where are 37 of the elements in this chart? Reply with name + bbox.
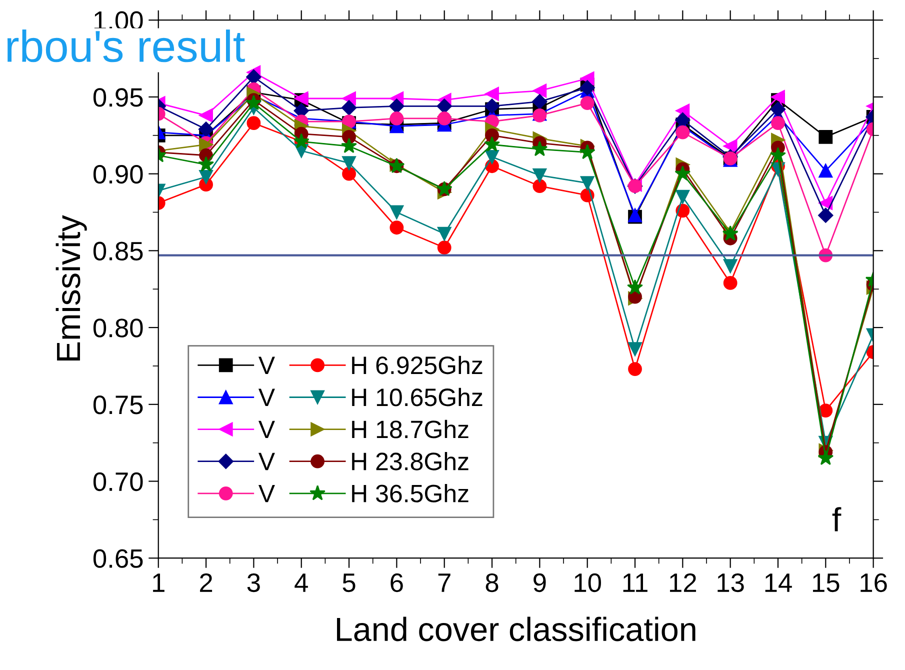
chart-title: rbou's result	[7, 30, 245, 62]
y-tick-label: 0.65	[93, 549, 143, 568]
y-tick-label: 0.75	[93, 396, 143, 414]
legend-label: H 6.925Ghz	[352, 356, 482, 374]
legend-label: H 36.5Ghz	[352, 484, 468, 502]
x-tick-label: 1	[153, 574, 164, 592]
x-tick-label: 5	[342, 574, 356, 592]
x-tick-label: 4	[294, 574, 308, 592]
legend-label: V	[258, 356, 275, 374]
y-tick-label: 0.95	[93, 88, 143, 107]
x-tick-label: 13	[718, 573, 744, 592]
x-tick-label: 15	[813, 574, 840, 592]
legend-label: V	[258, 452, 275, 470]
x-tick-label: 14	[765, 574, 792, 592]
y-tick-label: 0.90	[93, 164, 143, 184]
x-tick-label: 8	[486, 573, 498, 592]
x-tick-label: 10	[574, 573, 601, 592]
y-axis-title: Emissivity	[56, 215, 87, 360]
x-tick-label: 9	[534, 573, 546, 592]
legend-label: V	[258, 388, 275, 406]
x-tick-label: 2	[200, 573, 212, 592]
legend-label: H 18.7Ghz	[352, 420, 468, 438]
legend-label: H 10.65Ghz	[352, 388, 482, 406]
y-tick-label: 0.70	[93, 472, 143, 492]
x-axis-title: Land cover classification	[337, 616, 696, 642]
x-tick-label: 11	[623, 574, 648, 592]
y-tick-label: 0.80	[93, 318, 143, 338]
legend-label: V	[258, 420, 275, 438]
x-tick-label: 6	[390, 573, 403, 592]
x-tick-label: 3	[247, 573, 260, 592]
legend-label: V	[258, 484, 275, 502]
annotation: f	[832, 507, 842, 532]
x-tick-label: 7	[438, 574, 450, 592]
x-tick-label: 16	[860, 573, 887, 592]
y-tick-label: 0.85	[93, 242, 143, 260]
legend-label: H 23.8Ghz	[352, 452, 468, 470]
x-tick-label: 12	[670, 573, 696, 592]
